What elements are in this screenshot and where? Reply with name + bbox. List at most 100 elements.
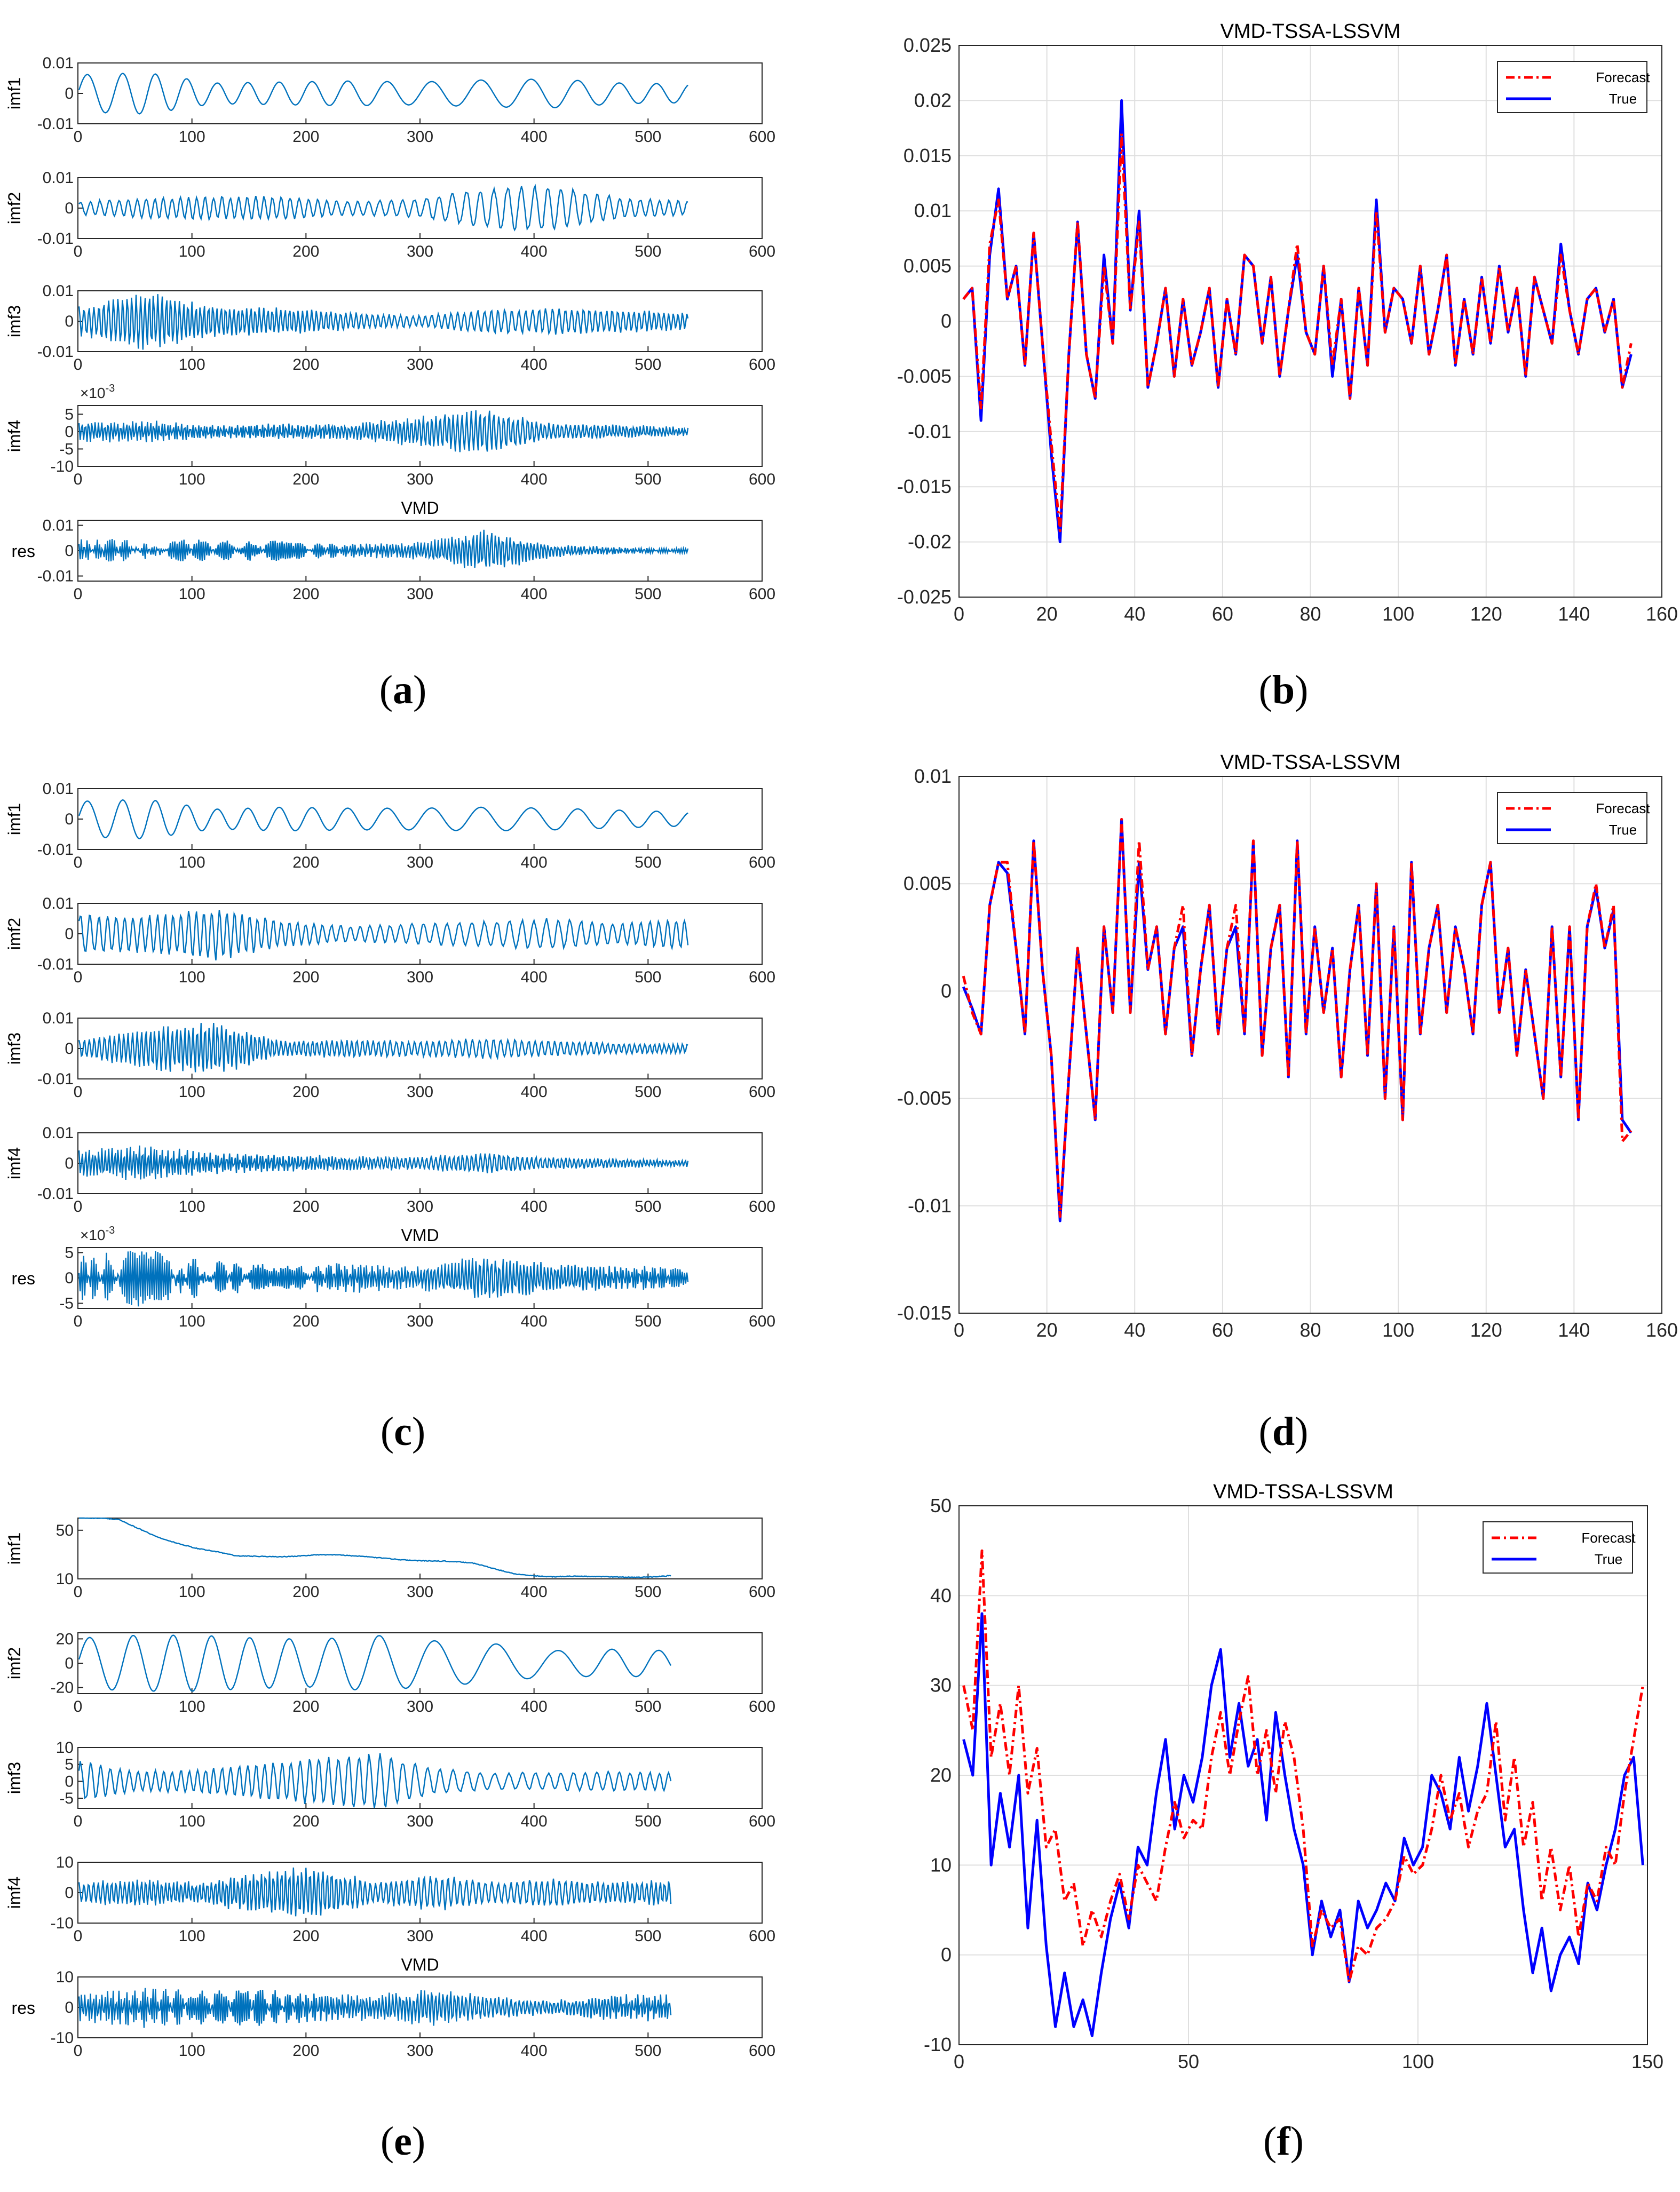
x-tick-label: 60: [1212, 1319, 1233, 1341]
x-tick-label: 200: [292, 1813, 319, 1830]
x-tick-label: 300: [407, 1583, 433, 1601]
x-tick-label: 600: [749, 1083, 775, 1101]
panel-label-c: (c): [380, 1409, 426, 1454]
signal-line: [78, 529, 689, 568]
chart-title: VMD-TSSA-LSSVM: [1221, 751, 1401, 774]
x-tick-label: 500: [635, 585, 661, 603]
x-tick-label: 0: [954, 1319, 964, 1341]
x-tick-label: 500: [635, 1313, 661, 1330]
panel-label-a: (a): [379, 668, 427, 712]
y-tick-label: -10: [924, 2034, 952, 2055]
series-line-forecast: [962, 818, 1633, 1218]
signal-line: [78, 73, 688, 115]
x-tick-label: 500: [635, 1813, 661, 1830]
x-tick-label: 100: [179, 243, 205, 260]
panel-label-f: (f): [1263, 2119, 1304, 2164]
y-tick-label: 5: [65, 1244, 74, 1262]
y-tick-label: -5: [59, 440, 74, 458]
y-tick-label: -0.025: [897, 586, 952, 608]
x-tick-label: 100: [179, 1813, 205, 1830]
chart-title: VMD-TSSA-LSSVM: [1221, 20, 1401, 43]
y-tick-label: 0.01: [914, 200, 952, 221]
axes-frame: [958, 45, 1662, 598]
x-tick-label: 0: [954, 2051, 964, 2072]
y-tick-label: -0.005: [897, 365, 952, 387]
x-tick-label: 120: [1470, 603, 1502, 625]
x-tick-label: 500: [635, 968, 661, 986]
x-tick-label: 160: [1646, 603, 1678, 625]
y-tick-label: -0.01: [37, 1070, 74, 1088]
x-tick-label: 500: [635, 1927, 661, 1945]
y-tick-label: 30: [930, 1674, 952, 1696]
x-tick-label: 200: [292, 1927, 319, 1945]
x-tick-label: 300: [407, 1927, 433, 1945]
y-tick-label: 0.01: [43, 1010, 74, 1027]
y-tick-label: 20: [56, 1630, 74, 1648]
x-tick-label: 400: [521, 2042, 548, 2060]
y-tick-label: 0.01: [43, 780, 74, 798]
signal-line: [78, 1988, 672, 2028]
y-tick-label: 0: [65, 1884, 74, 1902]
forecast-chart-b: 0 20 40 60 80 100 120 140 160 -0.025 -0.02 -0.015 -0…: [897, 20, 1678, 625]
x-tick-label: 600: [749, 243, 775, 260]
x-tick-label: 500: [635, 471, 661, 488]
y-tick-label: -0.015: [897, 475, 952, 497]
y-axis-label: imf2: [5, 192, 24, 224]
y-exponent-label: ×10-3: [80, 383, 115, 401]
y-tick-label: 0: [65, 1655, 74, 1672]
x-tick-label: 100: [179, 1198, 205, 1216]
x-tick-label: 0: [74, 243, 83, 260]
x-tick-label: 100: [179, 585, 205, 603]
y-tick-label: -20: [51, 1679, 74, 1697]
y-tick-label: 0.025: [904, 34, 952, 56]
y-tick-label: 10: [56, 1570, 74, 1588]
signal-line: [78, 1251, 689, 1307]
x-tick-label: 100: [179, 1083, 205, 1101]
y-tick-label: 0: [65, 925, 74, 943]
x-tick-label: 100: [179, 854, 205, 871]
x-tick-label: 600: [749, 1698, 775, 1716]
x-tick-label: 600: [749, 1813, 775, 1830]
y-tick-label: 0: [65, 200, 74, 217]
x-tick-label: 0: [74, 1583, 83, 1601]
y-tick-label: 0: [941, 980, 952, 1002]
y-tick-label: -0.005: [897, 1087, 952, 1109]
x-tick-label: 300: [407, 1198, 433, 1216]
legend: Forecast True: [1483, 1521, 1636, 1574]
x-tick-label: 200: [292, 585, 319, 603]
y-axis-label: res: [12, 542, 35, 561]
x-tick-label: 100: [179, 968, 205, 986]
x-tick-label: 300: [407, 854, 433, 871]
y-tick-label: 0.01: [43, 517, 74, 535]
x-tick-label: 400: [521, 471, 548, 488]
x-tick-label: 400: [521, 968, 548, 986]
y-tick-label: -5: [59, 1790, 74, 1807]
x-tick-label: 80: [1299, 603, 1321, 625]
y-axis-label: imf4: [5, 1877, 24, 1909]
x-tick-label: 400: [521, 1083, 548, 1101]
y-tick-label: 0: [65, 542, 74, 560]
y-tick-label: -10: [51, 1915, 74, 1932]
x-tick-label: 300: [407, 585, 433, 603]
x-tick-label: 300: [407, 1313, 433, 1330]
x-tick-label: 400: [521, 1927, 548, 1945]
x-tick-label: 500: [635, 1083, 661, 1101]
x-tick-label: 100: [179, 2042, 205, 2060]
x-tick-label: 300: [407, 2042, 433, 2060]
x-tick-label: 200: [292, 1698, 319, 1716]
y-tick-label: -0.01: [908, 420, 952, 442]
y-tick-label: -0.01: [37, 230, 74, 248]
y-tick-label: 10: [56, 1854, 74, 1871]
x-tick-label: 200: [292, 128, 319, 146]
x-tick-label: 400: [521, 585, 548, 603]
y-axis-label: res: [12, 1269, 35, 1288]
y-tick-label: 0: [941, 310, 952, 332]
x-tick-label: 0: [74, 1198, 83, 1216]
y-tick-label: -0.01: [37, 1185, 74, 1203]
x-tick-label: 500: [635, 243, 661, 260]
x-tick-label: 400: [521, 243, 548, 260]
